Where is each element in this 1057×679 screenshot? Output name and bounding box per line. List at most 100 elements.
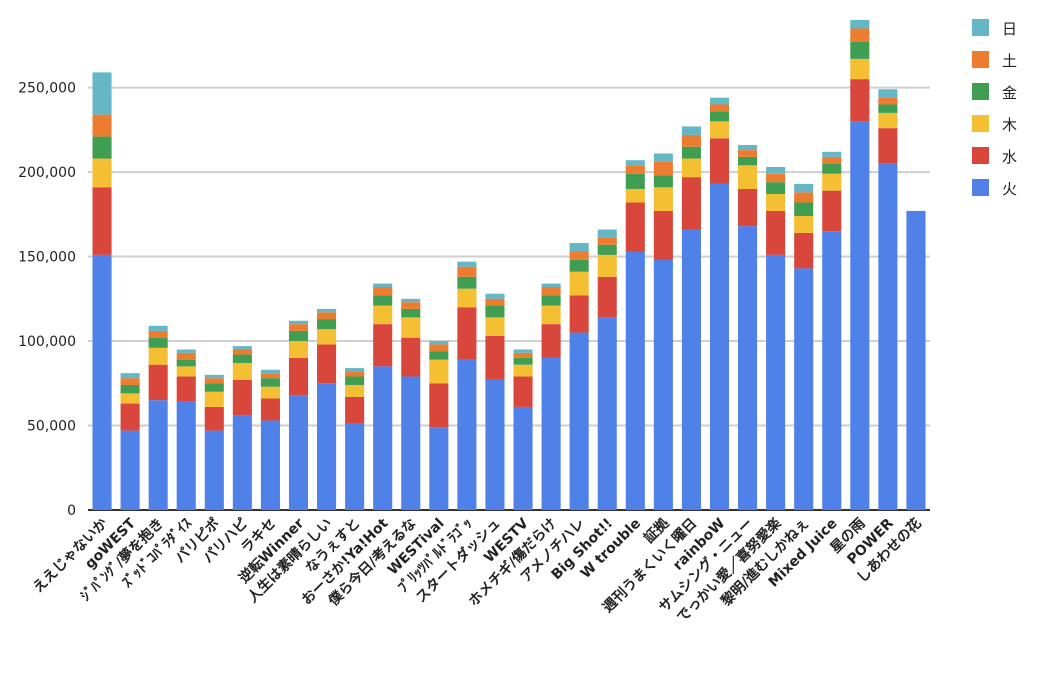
legend-swatch <box>972 19 989 36</box>
bar-segment <box>260 386 280 399</box>
bar-segment <box>878 104 898 113</box>
legend-item: 日 <box>972 19 1017 38</box>
bar-segment <box>597 317 617 510</box>
bar-segment <box>766 173 786 183</box>
grid-lines <box>88 86 930 511</box>
bar-segment <box>232 346 252 350</box>
legend-item: 金 <box>972 83 1017 102</box>
bar-segment <box>569 243 589 252</box>
bar-segment <box>822 231 842 510</box>
bar-segment <box>485 305 505 318</box>
bar-segment <box>625 188 645 203</box>
bar-segment <box>345 368 365 372</box>
bar-stack <box>288 320 309 510</box>
bar-segment <box>204 430 224 510</box>
bar-segment <box>541 286 561 296</box>
y-tick-label: 150,000 <box>18 250 76 266</box>
bar-segment <box>625 165 645 174</box>
bar-segment <box>92 254 112 510</box>
bar-stack <box>738 145 758 510</box>
bar-segment <box>288 320 309 325</box>
bar-segment <box>878 128 898 164</box>
bar-stack <box>541 283 561 510</box>
bar-segment <box>429 351 449 360</box>
bar-segment <box>120 378 140 385</box>
bar-segment <box>260 378 280 387</box>
bar-segment <box>513 352 533 358</box>
bar-stack <box>429 341 449 510</box>
bar-segment <box>625 173 645 189</box>
bar-segment <box>653 187 673 211</box>
bar-segment <box>204 374 224 379</box>
bar-segment <box>681 146 701 159</box>
y-tick-label: 250,000 <box>18 81 76 97</box>
bar-segment <box>288 395 309 510</box>
bar-segment <box>569 295 589 333</box>
legend-swatch <box>972 147 989 164</box>
bar-segment <box>653 259 673 510</box>
bar-segment <box>148 330 168 338</box>
bar-segment <box>738 188 758 227</box>
bar-segment <box>597 276 617 318</box>
bar-segment <box>176 376 196 402</box>
bar-segment <box>485 293 505 299</box>
bar-stack <box>906 210 926 510</box>
bar-segment <box>120 384 140 394</box>
bar-segment <box>850 79 870 122</box>
bar-stack <box>822 151 842 510</box>
y-tick-label: 50,000 <box>27 419 76 435</box>
bar-segment <box>653 175 673 188</box>
bar-segment <box>288 330 309 342</box>
bar-segment <box>681 158 701 178</box>
bar-segment <box>457 261 477 267</box>
bar-segment <box>176 349 196 353</box>
bar-stack <box>401 298 421 510</box>
bar-stack <box>850 20 870 511</box>
bar-segment <box>317 344 337 384</box>
bar-segment <box>204 406 224 431</box>
bar-segment <box>401 302 421 309</box>
bar-segment <box>709 121 730 139</box>
bar-segment <box>794 183 814 193</box>
bar-segment <box>822 163 842 174</box>
bar-stack <box>317 308 337 510</box>
bar-segment <box>681 134 701 147</box>
bar-segment <box>766 194 786 211</box>
bar-segment <box>401 376 421 510</box>
bar-segment <box>373 305 393 325</box>
bar-segment <box>709 104 730 112</box>
bar-segment <box>625 251 645 510</box>
bar-segment <box>794 232 814 269</box>
bar-segment <box>288 357 309 396</box>
bar-segment <box>822 156 842 164</box>
bar-segment <box>513 357 533 365</box>
bar-segment <box>92 72 112 115</box>
bar-segment <box>260 420 280 510</box>
bar-segment <box>457 288 477 308</box>
bar-segment <box>541 295 561 306</box>
legend-swatch <box>972 115 989 132</box>
bar-segment <box>485 379 505 510</box>
bar-segment <box>232 354 252 363</box>
legend-item: 火 <box>972 179 1017 198</box>
legend-item: 水 <box>972 147 1017 166</box>
bar-segment <box>850 58 870 80</box>
bar-segment <box>288 324 309 331</box>
bar-segment <box>850 20 870 29</box>
bar-segment <box>373 286 393 296</box>
bar-segment <box>345 384 365 397</box>
bar-segment <box>766 254 786 510</box>
bar-segment <box>148 364 168 401</box>
y-tick-label: 100,000 <box>18 334 76 350</box>
bar-segment <box>317 383 337 510</box>
bar-segment <box>232 415 252 510</box>
legend-item: 木 <box>972 115 1017 134</box>
bar-segment <box>232 349 252 355</box>
y-axis-ticks: 0 50,000 100,000 150,000 200,000 250,000 <box>18 81 76 519</box>
bar-segment <box>204 391 224 407</box>
bar-segment <box>597 237 617 245</box>
bar-segment <box>822 190 842 232</box>
y-tick-label: 0 <box>67 503 76 519</box>
